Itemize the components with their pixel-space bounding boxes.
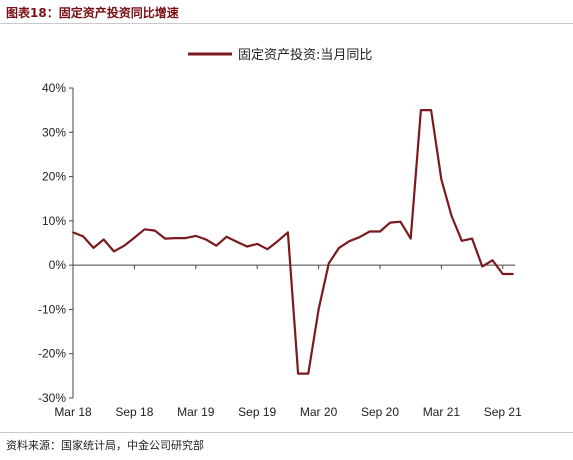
figure-title: 图表18：固定资产投资同比增速: [6, 6, 179, 20]
data-point: [72, 231, 74, 234]
data-point: [307, 372, 310, 375]
y-tick-label: 30%: [42, 125, 66, 139]
data-point: [153, 229, 156, 232]
top-divider: [0, 23, 573, 24]
data-point: [491, 259, 494, 262]
x-tick-label: Sep 18: [115, 405, 153, 419]
y-tick-label: 40%: [42, 81, 66, 95]
data-point: [450, 215, 453, 217]
data-point: [430, 109, 433, 112]
y-tick-label: -30%: [38, 391, 66, 405]
data-point: [143, 228, 146, 231]
data-point: [256, 242, 259, 245]
data-point: [123, 244, 126, 247]
data-point: [246, 245, 248, 248]
x-tick-label: Sep 19: [238, 405, 276, 419]
data-point: [276, 240, 279, 243]
data-point: [501, 273, 504, 275]
data-point: [481, 265, 484, 268]
data-point: [266, 248, 269, 251]
data-point: [225, 235, 228, 238]
x-axis-ticks: Mar 18 Sep 18 Mar 19 Sep 19 Mar 20 Sep 20 Mar …: [54, 265, 522, 419]
data-point: [471, 237, 473, 240]
source-note: 资料来源：国家统计局，中金公司研究部: [6, 439, 204, 452]
data-point: [409, 237, 412, 240]
data-point: [420, 109, 422, 112]
x-tick-label: Mar 20: [300, 405, 338, 419]
data-point: [92, 246, 95, 249]
data-point: [133, 236, 136, 239]
data-point: [184, 237, 187, 240]
y-tick-label: 10%: [42, 214, 66, 228]
line-chart: 固定资产投资:当月同比 -30% -20% -10% 0% 10% 20% 30% 40% M…: [38, 47, 522, 419]
y-tick-label: -10%: [38, 302, 66, 316]
x-tick-label: Mar 18: [54, 405, 92, 419]
series-line: [72, 108, 513, 375]
legend: 固定资产投资:当月同比: [188, 47, 372, 63]
data-point: [102, 238, 105, 241]
x-tick-label: Sep 21: [484, 405, 522, 419]
data-point: [286, 231, 289, 234]
data-point: [164, 237, 166, 240]
y-tick-label: 20%: [42, 170, 66, 184]
data-point: [460, 239, 463, 242]
data-point: [358, 236, 361, 239]
data-point: [215, 244, 218, 247]
data-point: [399, 220, 402, 223]
data-point: [205, 238, 207, 241]
x-tick-label: Mar 19: [177, 405, 215, 419]
bottom-divider: [0, 432, 573, 433]
data-point: [338, 246, 340, 249]
data-point: [368, 230, 371, 233]
data-point: [512, 273, 514, 275]
y-tick-label: -20%: [38, 347, 66, 361]
data-point: [82, 235, 85, 238]
data-point: [327, 262, 330, 265]
data-point: [440, 178, 443, 181]
data-point: [297, 372, 300, 375]
data-point: [389, 221, 392, 224]
series-group: [72, 108, 514, 375]
data-point: [348, 240, 351, 243]
y-tick-label: 0%: [49, 258, 67, 272]
data-point: [317, 308, 320, 311]
axes: [72, 88, 515, 398]
data-point: [379, 230, 381, 233]
y-axis-ticks: -30% -20% -10% 0% 10% 20% 30% 40%: [38, 81, 73, 405]
data-point: [174, 237, 177, 240]
legend-label: 固定资产投资:当月同比: [238, 47, 372, 63]
data-point: [235, 240, 238, 243]
x-tick-label: Sep 20: [361, 405, 399, 419]
data-point: [113, 250, 115, 253]
data-point: [194, 235, 197, 237]
x-tick-label: Mar 21: [423, 405, 461, 419]
